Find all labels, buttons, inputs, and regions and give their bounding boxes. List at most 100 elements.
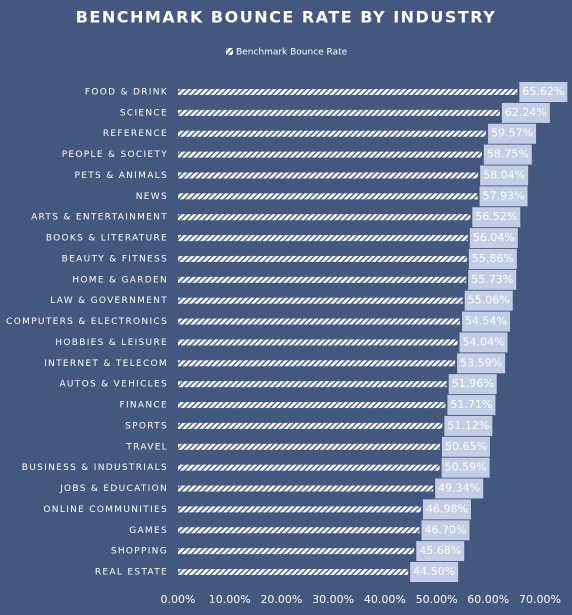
value-label-box	[422, 499, 471, 520]
value-label-box	[468, 248, 517, 269]
value-label: 59.57%	[491, 127, 533, 140]
y-tick-label: SHOPPING	[111, 547, 168, 557]
y-tick-label: COMPUTERS & ELECTRONICS	[6, 317, 168, 327]
y-tick-label: INTERNET & TELECOM	[44, 359, 168, 369]
value-label-box	[472, 207, 521, 228]
bar	[178, 443, 440, 450]
y-tick-label: FINANCE	[119, 401, 168, 411]
value-label-box	[435, 478, 484, 499]
bar	[178, 548, 415, 555]
value-label-box	[441, 457, 490, 478]
value-label-box	[462, 311, 511, 332]
chart-title: BENCHMARK BOUNCE RATE BY INDUSTRY	[76, 8, 497, 27]
y-tick-label: ARTS & ENTERTAINMENT	[31, 213, 168, 223]
bar	[178, 339, 458, 346]
bar	[178, 130, 487, 137]
value-label-box	[447, 395, 496, 416]
value-label-box	[410, 562, 459, 582]
bar	[178, 255, 467, 262]
bar	[178, 151, 482, 158]
value-label: 54.54%	[465, 315, 507, 328]
value-label-box	[468, 269, 517, 290]
y-tick-label: NEWS	[136, 192, 168, 202]
bar	[178, 109, 500, 116]
value-label: 55.86%	[472, 252, 514, 265]
value-label: 53.59%	[460, 356, 502, 369]
value-label-box	[448, 374, 497, 395]
value-label: 51.96%	[452, 377, 494, 390]
value-label: 51.71%	[450, 398, 492, 411]
value-label-box	[479, 186, 528, 207]
value-label: 50.59%	[445, 461, 487, 474]
legend-label: Benchmark Bounce Rate	[236, 48, 348, 58]
y-tick-label: TRAVEL	[125, 442, 168, 452]
value-label-box	[421, 520, 470, 541]
bar	[178, 193, 478, 200]
bar	[178, 235, 468, 242]
x-tick-label: 10.00%	[209, 593, 251, 606]
bar	[178, 402, 446, 409]
y-tick-label: ONLINE COMMUNITIES	[43, 505, 168, 515]
y-tick-label: PEOPLE & SOCIETY	[62, 150, 168, 160]
value-label: 62.24%	[505, 106, 547, 119]
y-tick-label: BOOKS & LITERATURE	[46, 234, 168, 244]
y-tick-label: BEAUTY & FITNESS	[62, 254, 168, 264]
x-tick-label: 70.00%	[519, 593, 561, 606]
y-tick-label: REAL ESTATE	[95, 568, 168, 578]
y-tick-label: REFERENCE	[103, 129, 168, 139]
value-label-box	[457, 353, 506, 374]
legend-swatch	[226, 48, 233, 55]
y-tick-label: HOBBIES & LEISURE	[55, 338, 168, 348]
value-label-box	[441, 436, 490, 457]
value-label: 55.06%	[468, 294, 510, 307]
value-label-box	[488, 123, 537, 144]
value-label-box	[469, 228, 518, 249]
value-label: 49.34%	[438, 482, 480, 495]
value-label: 58.04%	[483, 168, 525, 181]
y-tick-label: LAW & GOVERNMENT	[50, 296, 168, 306]
y-tick-label: PETS & ANIMALS	[75, 171, 168, 181]
bar	[178, 506, 421, 513]
value-label-box	[519, 82, 568, 102]
bar	[178, 318, 461, 325]
y-tick-label: AUTOS & VEHICLES	[59, 380, 168, 390]
value-label: 45.68%	[419, 544, 461, 557]
value-label-box	[416, 541, 465, 562]
x-tick-label: 20.00%	[260, 593, 302, 606]
y-tick-label: GAMES	[129, 526, 168, 536]
value-label: 57.93%	[483, 189, 525, 202]
value-label: 56.52%	[475, 210, 517, 223]
value-label-box	[459, 332, 508, 353]
bar	[178, 89, 518, 95]
bar	[178, 485, 434, 492]
bar	[178, 297, 463, 304]
x-tick-label: 0.00%	[161, 593, 196, 606]
bar	[178, 527, 420, 534]
bar	[178, 172, 479, 179]
bar	[178, 276, 467, 283]
value-label-box	[464, 290, 513, 311]
x-tick-label: 40.00%	[364, 593, 406, 606]
y-tick-label: BUSINESS & INDUSTRIALS	[22, 463, 168, 473]
value-label: 44.50%	[413, 565, 455, 578]
value-label: 50.65%	[445, 440, 487, 453]
y-tick-label: JOBS & EDUCATION	[59, 484, 168, 494]
value-label: 55.73%	[471, 273, 513, 286]
value-label: 51.12%	[447, 419, 489, 432]
bar	[178, 464, 440, 471]
y-tick-label: SCIENCE	[120, 108, 168, 118]
value-label-box	[444, 415, 493, 436]
bar	[178, 360, 456, 367]
value-label: 58.75%	[487, 148, 529, 161]
value-label-box	[483, 144, 532, 165]
y-tick-label: SPORTS	[125, 421, 168, 431]
value-label-box	[501, 102, 550, 123]
bar	[178, 569, 409, 575]
x-tick-label: 30.00%	[312, 593, 354, 606]
x-tick-label: 60.00%	[467, 593, 509, 606]
bar	[178, 422, 443, 429]
value-label: 56.04%	[473, 231, 515, 244]
bar	[178, 214, 471, 221]
